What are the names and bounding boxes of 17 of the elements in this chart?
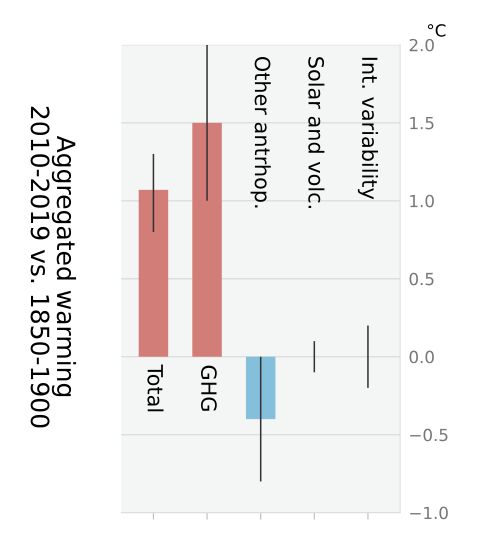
bar xyxy=(192,122,222,357)
x-tick-label: Other antrhop. xyxy=(250,56,271,208)
y-tick-label: 0.0 xyxy=(410,350,434,364)
bar xyxy=(138,190,168,357)
y-tick-label: −1.0 xyxy=(410,506,448,520)
y-tick-label: 2.0 xyxy=(410,38,434,52)
y-tick-label: 1.5 xyxy=(410,117,434,130)
y-axis-title: °C xyxy=(428,24,446,37)
x-tick-label: Solar and volc. xyxy=(308,57,324,208)
x-tick-label: Total xyxy=(147,364,164,412)
x-tick-label: GHG xyxy=(201,366,217,411)
text: Aggregated warming 2010-2019 vs. 1850-1900 xyxy=(30,106,76,428)
y-tick-label: 0.5 xyxy=(410,272,434,286)
x-tick-label: Int. variability xyxy=(358,58,378,200)
y-tick-label: 1.0 xyxy=(410,194,434,208)
bar xyxy=(246,356,276,420)
y-tick-label: −0.5 xyxy=(410,428,448,442)
